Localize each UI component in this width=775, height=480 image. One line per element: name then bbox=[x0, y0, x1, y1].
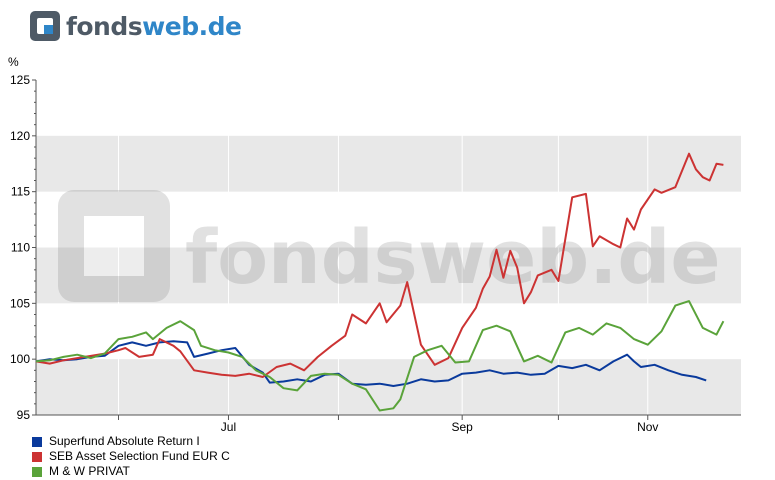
watermark-logo-box bbox=[58, 190, 170, 302]
logo-text-part2: web.de bbox=[142, 11, 242, 41]
x-tick-label: Sep bbox=[451, 420, 473, 434]
series-line-2 bbox=[35, 152, 724, 378]
y-tick-label: 120 bbox=[10, 129, 30, 143]
legend-item: Superfund Absolute Return I bbox=[32, 434, 230, 449]
series-line-1 bbox=[35, 340, 707, 387]
fondsweb-logo-icon bbox=[30, 11, 60, 41]
x-tick-label: Jul bbox=[221, 420, 236, 434]
legend-item: M & W PRIVAT bbox=[32, 464, 230, 479]
y-tick-label: 100 bbox=[10, 352, 30, 366]
legend-swatch bbox=[32, 436, 42, 447]
legend-swatch bbox=[32, 451, 42, 462]
x-tick-label: Nov bbox=[637, 420, 658, 434]
series-line-3 bbox=[35, 300, 725, 412]
watermark-text: fondsweb.de bbox=[185, 215, 721, 301]
watermark: fondsweb.de bbox=[58, 190, 721, 302]
grid-band bbox=[36, 359, 741, 415]
y-tick-label: 110 bbox=[11, 241, 30, 255]
legend-swatch bbox=[32, 466, 42, 477]
chart-legend: Superfund Absolute Return I SEB Asset Sel… bbox=[32, 434, 230, 479]
fondsweb-logo[interactable]: fondsweb.de bbox=[30, 8, 242, 44]
y-tick-label: 105 bbox=[10, 296, 30, 310]
y-tick-label: 125 bbox=[10, 73, 30, 87]
grid-band bbox=[36, 247, 741, 304]
watermark-logo-inner bbox=[84, 216, 144, 276]
logo-text-part1: fonds bbox=[66, 11, 143, 41]
y-tick-label: 95 bbox=[17, 408, 31, 422]
y-axis-label: % bbox=[8, 55, 19, 69]
grid-band bbox=[36, 135, 741, 192]
legend-label: SEB Asset Selection Fund EUR C bbox=[49, 449, 230, 463]
legend-label: M & W PRIVAT bbox=[49, 464, 130, 478]
legend-label: Superfund Absolute Return I bbox=[49, 434, 200, 448]
legend-item: SEB Asset Selection Fund EUR C bbox=[32, 449, 230, 464]
y-tick-label: 115 bbox=[11, 185, 30, 199]
